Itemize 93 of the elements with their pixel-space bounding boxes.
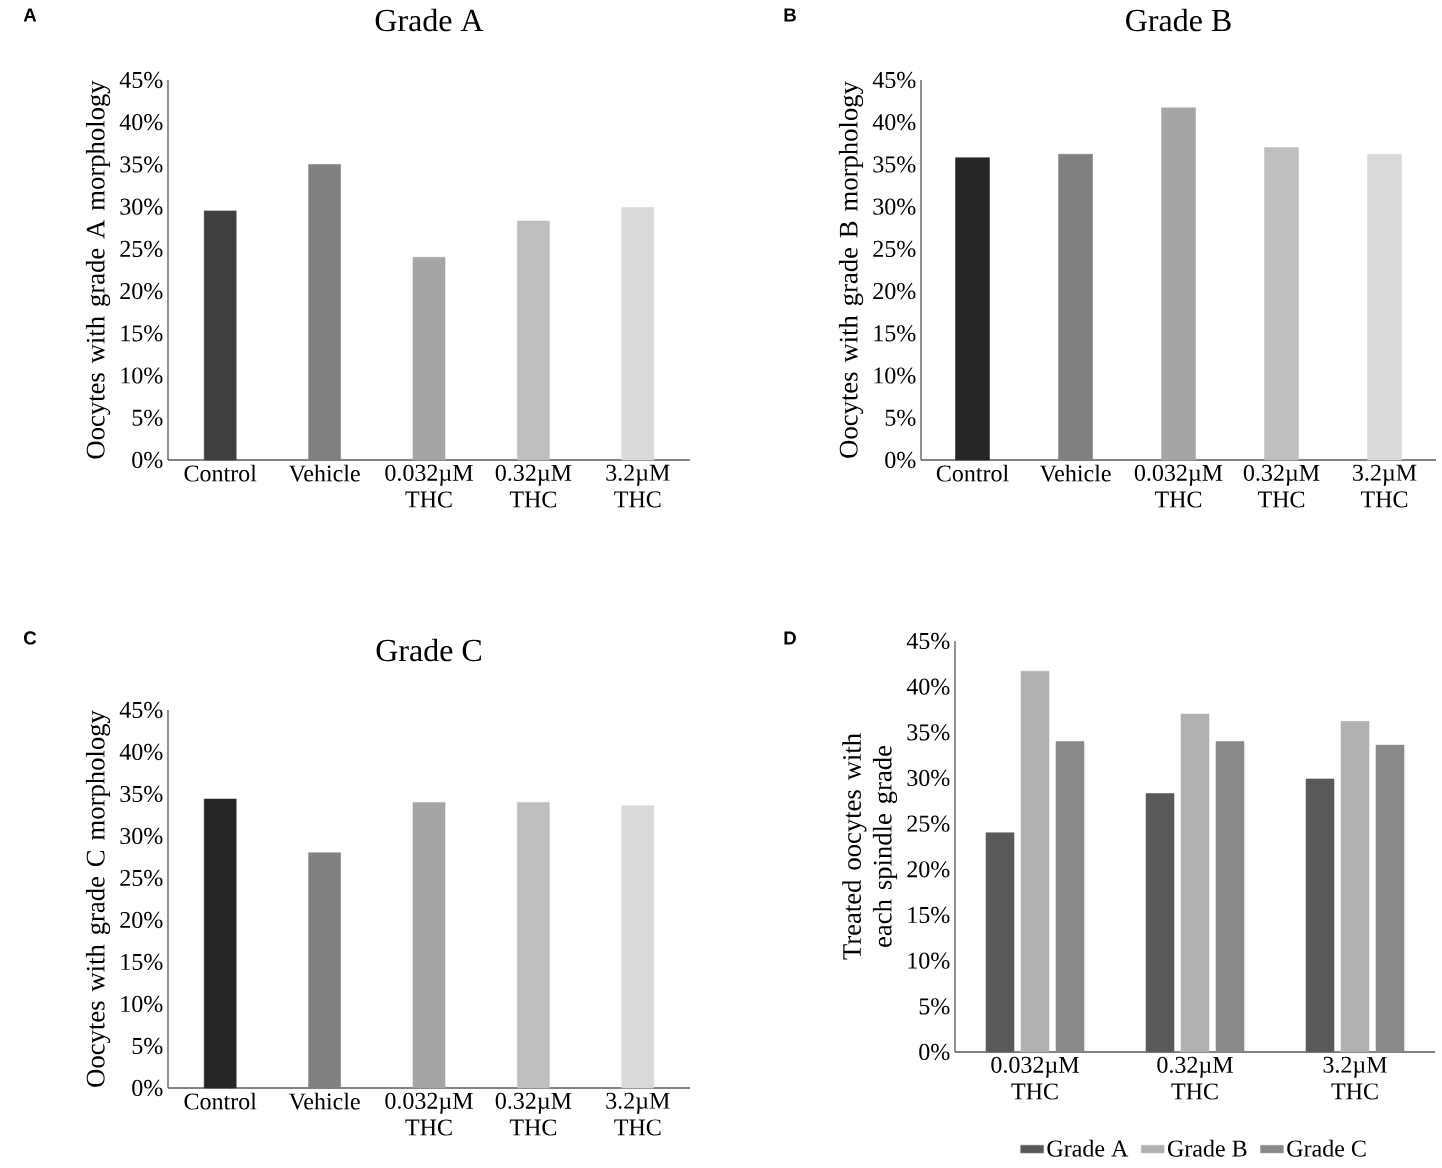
chart-title: Grade C xyxy=(376,638,481,662)
text: A xyxy=(23,8,37,22)
x-tick-label: 0.032µM THC xyxy=(385,464,473,508)
y-axis-title: Treated oocytes with each spindle grade xyxy=(842,733,898,960)
y-tick-label: 45% xyxy=(119,701,163,719)
chart-title: Grade B xyxy=(1126,8,1231,32)
y-tick-label: 5% xyxy=(919,998,950,1015)
y-tick-label: 0% xyxy=(132,451,163,469)
bar xyxy=(1020,670,1050,1053)
x-tick-label: Control xyxy=(184,1092,257,1110)
bar xyxy=(621,805,655,1089)
x-tick-label: Control xyxy=(184,464,257,482)
bar xyxy=(1215,741,1245,1053)
y-tick-label: 0% xyxy=(132,1079,163,1097)
y-axis-title: Oocytes with grade A morphology xyxy=(85,80,111,459)
x-tick-label: 0.032µM THC xyxy=(1134,464,1223,508)
bar xyxy=(955,157,990,461)
y-tick-label: 15% xyxy=(121,953,163,971)
y-tick-label: 15% xyxy=(874,325,916,342)
y-tick-label: 35% xyxy=(873,156,916,173)
y-tick-label: 5% xyxy=(885,409,916,426)
legend-label: Grade B xyxy=(1167,1139,1247,1157)
x-tick-label: Vehicle xyxy=(288,464,360,482)
y-tick-label: 30% xyxy=(120,827,163,845)
x-tick-label: 3.2µM THC xyxy=(1353,464,1417,508)
bar xyxy=(1180,713,1210,1053)
bar xyxy=(1055,741,1085,1053)
legend-label: Grade A xyxy=(1047,1139,1129,1157)
x-tick-label: 0.32µM THC xyxy=(1157,1056,1233,1100)
y-tick-label: 25% xyxy=(120,240,163,258)
bar xyxy=(517,802,550,1089)
bar xyxy=(1340,721,1370,1053)
y-tick-label: 35% xyxy=(120,156,163,173)
y-tick-label: 0% xyxy=(885,451,916,469)
text: C xyxy=(24,631,37,645)
bar xyxy=(308,852,341,1089)
x-tick-label: Vehicle xyxy=(1039,464,1111,482)
x-tick-label: 0.032µM THC xyxy=(991,1056,1079,1100)
y-tick-label: 20% xyxy=(907,861,950,878)
y-tick-label: 5% xyxy=(132,409,163,426)
bar xyxy=(1058,154,1093,461)
x-tick-label: 3.2µM THC xyxy=(1323,1056,1387,1100)
y-tick-label: 15% xyxy=(121,325,163,342)
y-axis-title: Oocytes with grade C morphology xyxy=(85,710,111,1087)
y-tick-label: 25% xyxy=(907,815,950,832)
y-tick-label: 40% xyxy=(119,114,163,131)
x-tick-label: Vehicle xyxy=(288,1092,360,1110)
bar xyxy=(1264,147,1299,461)
bar xyxy=(1161,107,1196,461)
y-tick-label: 10% xyxy=(121,995,163,1013)
x-tick-label: 0.32µM THC xyxy=(495,1092,572,1136)
x-tick-label: 0.32µM THC xyxy=(495,464,572,508)
y-tick-label: 30% xyxy=(120,198,163,215)
y-tick-label: 25% xyxy=(120,869,163,887)
bar xyxy=(412,257,446,461)
y-tick-label: 40% xyxy=(872,114,916,131)
y-tick-label: 30% xyxy=(873,198,916,215)
legend-label: Grade C xyxy=(1287,1139,1366,1157)
bar xyxy=(1375,744,1405,1053)
y-tick-label: 45% xyxy=(872,71,916,89)
y-tick-label: 35% xyxy=(907,724,950,741)
bar xyxy=(517,220,550,461)
y-tick-label: 15% xyxy=(908,906,950,924)
bar xyxy=(621,207,655,461)
x-tick-label: Control xyxy=(936,464,1009,482)
y-tick-label: 45% xyxy=(906,632,950,650)
y-tick-label: 25% xyxy=(873,240,916,258)
y-tick-label: 20% xyxy=(120,282,163,300)
bar xyxy=(203,798,237,1089)
y-tick-label: 45% xyxy=(119,71,163,89)
x-tick-label: 3.2µM THC xyxy=(606,1092,670,1136)
y-tick-label: 5% xyxy=(132,1037,163,1055)
text: B xyxy=(784,8,796,22)
x-tick-label: 0.032µM THC xyxy=(385,1092,473,1136)
y-tick-label: 10% xyxy=(908,952,950,969)
bar xyxy=(203,210,237,461)
y-tick-label: 20% xyxy=(873,282,916,300)
y-tick-label: 10% xyxy=(121,367,163,384)
bar xyxy=(1367,154,1402,461)
text: D xyxy=(784,631,796,645)
y-tick-label: 30% xyxy=(907,769,950,787)
y-tick-label: 40% xyxy=(906,678,950,695)
y-tick-label: 20% xyxy=(120,911,163,929)
y-tick-label: 10% xyxy=(874,367,916,384)
y-axis-title: Oocytes with grade B morphology xyxy=(838,81,864,458)
y-tick-label: 0% xyxy=(919,1043,950,1061)
chart-title: Grade A xyxy=(375,8,484,32)
y-tick-label: 35% xyxy=(120,785,163,803)
bar xyxy=(412,802,446,1089)
x-tick-label: 3.2µM THC xyxy=(606,464,670,508)
y-tick-label: 40% xyxy=(119,743,163,761)
x-tick-label: 0.32µM THC xyxy=(1243,464,1320,508)
bar xyxy=(308,164,341,461)
